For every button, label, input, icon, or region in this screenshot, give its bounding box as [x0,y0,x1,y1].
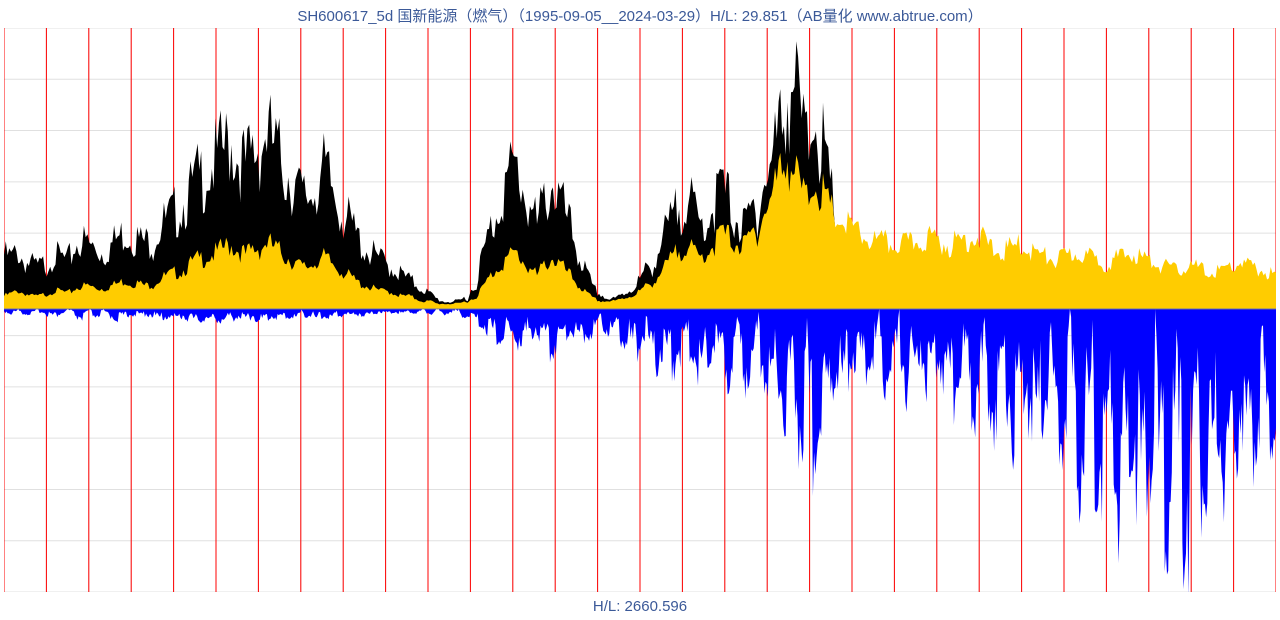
chart-title: SH600617_5d 国新能源（燃气）（1995-09-05__2024-03… [0,5,1280,26]
chart-container: SH600617_5d 国新能源（燃气）（1995-09-05__2024-03… [0,0,1280,620]
chart-svg [4,28,1276,592]
chart-footer: H/L: 2660.596 [0,598,1280,615]
chart-area [4,28,1276,592]
